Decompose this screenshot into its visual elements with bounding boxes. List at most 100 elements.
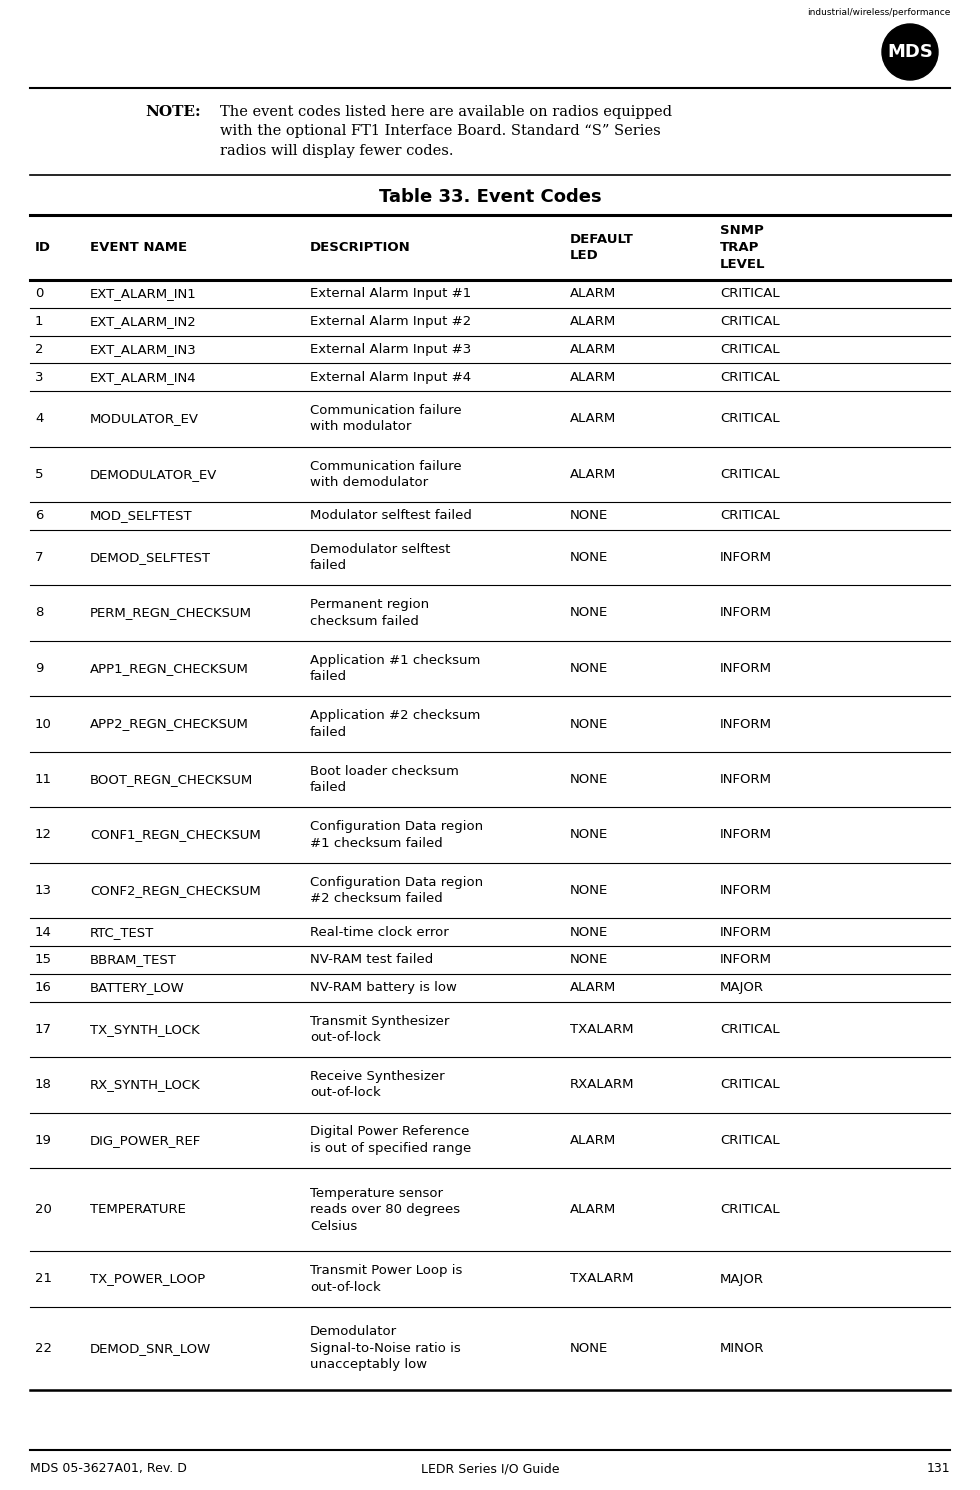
Text: The event codes listed here are available on radios equipped
with the optional F: The event codes listed here are availabl…	[220, 104, 672, 158]
Text: Transmit Power Loop is
out-of-lock: Transmit Power Loop is out-of-lock	[310, 1264, 463, 1293]
Text: TX_POWER_LOOP: TX_POWER_LOOP	[90, 1272, 205, 1286]
Text: ALARM: ALARM	[570, 980, 616, 994]
Text: TXALARM: TXALARM	[570, 1272, 633, 1286]
Circle shape	[882, 24, 938, 80]
Text: EXT_ALARM_IN3: EXT_ALARM_IN3	[90, 343, 197, 356]
Text: 10: 10	[35, 718, 52, 730]
Text: External Alarm Input #2: External Alarm Input #2	[310, 314, 471, 328]
Text: Demodulator
Signal-to-Noise ratio is
unacceptably low: Demodulator Signal-to-Noise ratio is una…	[310, 1326, 461, 1371]
Text: DIG_POWER_REF: DIG_POWER_REF	[90, 1134, 201, 1147]
Text: CRITICAL: CRITICAL	[720, 288, 780, 301]
Text: Communication failure
with modulator: Communication failure with modulator	[310, 404, 462, 434]
Text: NOTE:: NOTE:	[145, 104, 201, 119]
Text: NONE: NONE	[570, 1342, 609, 1354]
Text: BBRAM_TEST: BBRAM_TEST	[90, 954, 176, 967]
Text: MAJOR: MAJOR	[720, 1272, 764, 1286]
Text: RXALARM: RXALARM	[570, 1079, 634, 1091]
Text: INFORM: INFORM	[720, 718, 772, 730]
Text: 131: 131	[926, 1462, 950, 1475]
Text: Permanent region
checksum failed: Permanent region checksum failed	[310, 599, 429, 627]
Text: CRITICAL: CRITICAL	[720, 371, 780, 383]
Text: ALARM: ALARM	[570, 343, 616, 356]
Text: PERM_REGN_CHECKSUM: PERM_REGN_CHECKSUM	[90, 606, 252, 620]
Text: SNMP
TRAP
LEVEL: SNMP TRAP LEVEL	[720, 225, 765, 271]
Text: ID: ID	[35, 241, 51, 253]
Text: 15: 15	[35, 954, 52, 967]
Text: BOOT_REGN_CHECKSUM: BOOT_REGN_CHECKSUM	[90, 773, 253, 787]
Text: INFORM: INFORM	[720, 884, 772, 897]
Text: Real-time clock error: Real-time clock error	[310, 925, 449, 939]
Text: DESCRIPTION: DESCRIPTION	[310, 241, 411, 253]
Text: EXT_ALARM_IN4: EXT_ALARM_IN4	[90, 371, 197, 383]
Text: Digital Power Reference
is out of specified range: Digital Power Reference is out of specif…	[310, 1125, 471, 1155]
Text: Configuration Data region
#2 checksum failed: Configuration Data region #2 checksum fa…	[310, 876, 483, 906]
Text: INFORM: INFORM	[720, 925, 772, 939]
Text: Boot loader checksum
failed: Boot loader checksum failed	[310, 764, 459, 794]
Text: NONE: NONE	[570, 551, 609, 565]
Text: Configuration Data region
#1 checksum failed: Configuration Data region #1 checksum fa…	[310, 821, 483, 849]
Text: Application #1 checksum
failed: Application #1 checksum failed	[310, 654, 480, 684]
Text: DEMOD_SNR_LOW: DEMOD_SNR_LOW	[90, 1342, 212, 1354]
Text: Demodulator selftest
failed: Demodulator selftest failed	[310, 542, 451, 572]
Text: EXT_ALARM_IN1: EXT_ALARM_IN1	[90, 288, 197, 301]
Text: 9: 9	[35, 662, 43, 675]
Text: CONF2_REGN_CHECKSUM: CONF2_REGN_CHECKSUM	[90, 884, 261, 897]
Text: RX_SYNTH_LOCK: RX_SYNTH_LOCK	[90, 1079, 201, 1091]
Text: 5: 5	[35, 468, 43, 481]
Text: TEMPERATURE: TEMPERATURE	[90, 1202, 186, 1216]
Text: 21: 21	[35, 1272, 52, 1286]
Text: TX_SYNTH_LOCK: TX_SYNTH_LOCK	[90, 1022, 200, 1036]
Text: 12: 12	[35, 828, 52, 842]
Text: External Alarm Input #1: External Alarm Input #1	[310, 288, 471, 301]
Text: External Alarm Input #4: External Alarm Input #4	[310, 371, 471, 383]
Text: 18: 18	[35, 1079, 52, 1091]
Text: INFORM: INFORM	[720, 662, 772, 675]
Text: INFORM: INFORM	[720, 606, 772, 620]
Text: ALARM: ALARM	[570, 288, 616, 301]
Text: DEMODULATOR_EV: DEMODULATOR_EV	[90, 468, 218, 481]
Text: INFORM: INFORM	[720, 828, 772, 842]
Text: 8: 8	[35, 606, 43, 620]
Text: 4: 4	[35, 413, 43, 425]
Text: MINOR: MINOR	[720, 1342, 764, 1354]
Text: CRITICAL: CRITICAL	[720, 343, 780, 356]
Text: 19: 19	[35, 1134, 52, 1147]
Text: INFORM: INFORM	[720, 551, 772, 565]
Text: 13: 13	[35, 884, 52, 897]
Text: ALARM: ALARM	[570, 1202, 616, 1216]
Text: NONE: NONE	[570, 718, 609, 730]
Text: ALARM: ALARM	[570, 468, 616, 481]
Text: 22: 22	[35, 1342, 52, 1354]
Text: NONE: NONE	[570, 510, 609, 523]
Text: industrial/wireless/performance: industrial/wireless/performance	[807, 7, 950, 16]
Text: CRITICAL: CRITICAL	[720, 1022, 780, 1036]
Text: TXALARM: TXALARM	[570, 1022, 633, 1036]
Text: CRITICAL: CRITICAL	[720, 314, 780, 328]
Text: NONE: NONE	[570, 925, 609, 939]
Text: Table 33. Event Codes: Table 33. Event Codes	[378, 188, 602, 206]
Text: APP2_REGN_CHECKSUM: APP2_REGN_CHECKSUM	[90, 718, 249, 730]
Text: 17: 17	[35, 1022, 52, 1036]
Text: CRITICAL: CRITICAL	[720, 1202, 780, 1216]
Text: MAJOR: MAJOR	[720, 980, 764, 994]
Text: 3: 3	[35, 371, 43, 383]
Text: NV-RAM battery is low: NV-RAM battery is low	[310, 980, 457, 994]
Text: CRITICAL: CRITICAL	[720, 1079, 780, 1091]
Text: CRITICAL: CRITICAL	[720, 1134, 780, 1147]
Text: ALARM: ALARM	[570, 413, 616, 425]
Text: INFORM: INFORM	[720, 773, 772, 787]
Text: 1: 1	[35, 314, 43, 328]
Text: ALARM: ALARM	[570, 1134, 616, 1147]
Text: NONE: NONE	[570, 954, 609, 967]
Text: CRITICAL: CRITICAL	[720, 468, 780, 481]
Text: NONE: NONE	[570, 773, 609, 787]
Text: CRITICAL: CRITICAL	[720, 510, 780, 523]
Text: INFORM: INFORM	[720, 954, 772, 967]
Text: EXT_ALARM_IN2: EXT_ALARM_IN2	[90, 314, 197, 328]
Text: 11: 11	[35, 773, 52, 787]
Text: ALARM: ALARM	[570, 314, 616, 328]
Text: NONE: NONE	[570, 884, 609, 897]
Text: BATTERY_LOW: BATTERY_LOW	[90, 980, 185, 994]
Text: Application #2 checksum
failed: Application #2 checksum failed	[310, 709, 480, 739]
Text: CONF1_REGN_CHECKSUM: CONF1_REGN_CHECKSUM	[90, 828, 261, 842]
